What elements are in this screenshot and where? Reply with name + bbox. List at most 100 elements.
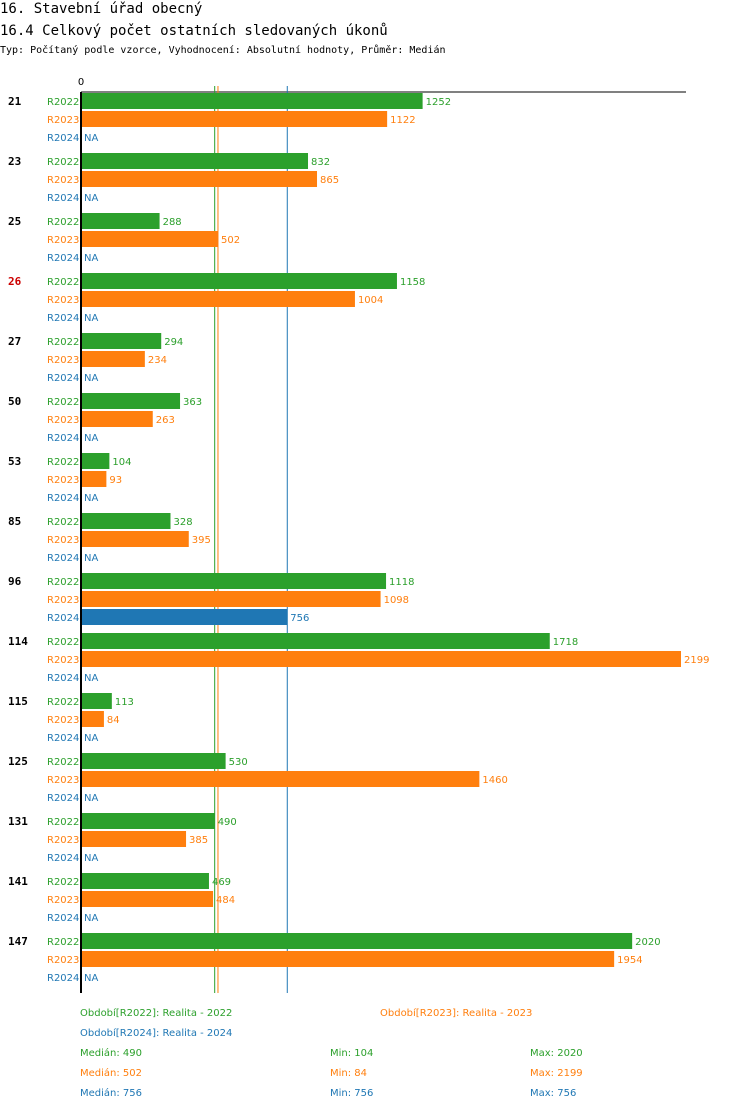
bar-r2022 — [81, 873, 209, 889]
series-label: R2022 — [47, 697, 79, 708]
series-label: R2023 — [47, 655, 79, 666]
category-label: 85 — [8, 515, 21, 528]
bar-value-label: 832 — [311, 157, 330, 168]
category-label: 147 — [8, 935, 28, 948]
bar-value-label: 395 — [192, 535, 211, 546]
series-label: R2024 — [47, 253, 79, 264]
bar-r2023 — [81, 231, 218, 247]
series-label: R2022 — [47, 277, 79, 288]
na-label: NA — [84, 313, 98, 324]
series-label: R2022 — [47, 817, 79, 828]
category-label: 27 — [8, 335, 21, 348]
bar-value-label: 234 — [148, 355, 167, 366]
series-label: R2022 — [47, 757, 79, 768]
series-label: R2023 — [47, 175, 79, 186]
bar-value-label: 1954 — [617, 955, 642, 966]
bar-value-label: 385 — [189, 835, 208, 846]
bar-r2022 — [81, 513, 171, 529]
bar-r2022 — [81, 393, 181, 409]
bar-r2023 — [81, 111, 388, 127]
axis-zero-label: 0 — [78, 77, 84, 88]
chart-type-description: Typ: Počítaný podle vzorce, Vyhodnocení:… — [0, 45, 446, 56]
series-label: R2023 — [47, 475, 79, 486]
series-label: R2023 — [47, 355, 79, 366]
category-label: 131 — [8, 815, 28, 828]
bar-value-label: 113 — [115, 697, 134, 708]
category-label: 96 — [8, 575, 22, 588]
series-label: R2022 — [47, 397, 79, 408]
na-label: NA — [84, 193, 98, 204]
bar-chart: 0 21 R2022 1252 R2023 1122 R2024 NA 23 R2022 832 R2… — [8, 77, 709, 993]
bar-r2023 — [81, 591, 381, 607]
chart-subtitle: 16.4 Celkový počet ostatních sledovaných… — [0, 23, 388, 39]
bar-value-label: 1460 — [482, 775, 507, 786]
bar-r2022 — [81, 693, 112, 709]
legend-r2022: Období[R2022]: Realita - 2022 — [80, 1008, 233, 1019]
bar-value-label: 1718 — [553, 637, 578, 648]
stat-min-r2023: Min: 84 — [330, 1068, 368, 1079]
bar-r2022 — [81, 213, 160, 229]
bar-value-label: 490 — [218, 817, 237, 828]
bar-r2023 — [81, 831, 187, 847]
stat-median-r2023: Medián: 502 — [80, 1068, 143, 1079]
bar-r2023 — [81, 291, 355, 307]
bar-r2022 — [81, 333, 162, 349]
na-label: NA — [84, 373, 98, 384]
series-label: R2022 — [47, 637, 79, 648]
bar-r2023 — [81, 951, 615, 967]
series-label: R2024 — [47, 313, 79, 324]
category-label: 125 — [8, 755, 28, 768]
bar-value-label: 1118 — [389, 577, 414, 588]
category-label: 25 — [8, 215, 21, 228]
bar-value-label: 363 — [183, 397, 202, 408]
bar-r2023 — [81, 471, 107, 487]
bar-value-label: 1252 — [426, 97, 451, 108]
bar-value-label: 294 — [164, 337, 183, 348]
bar-value-label: 288 — [163, 217, 182, 228]
bar-value-label: 756 — [290, 613, 309, 624]
bar-r2022 — [81, 273, 397, 289]
bar-r2022 — [81, 573, 387, 589]
page-title: 16. Stavební úřad obecný — [0, 1, 203, 17]
stat-min-r2022: Min: 104 — [330, 1048, 374, 1059]
bar-r2023 — [81, 411, 153, 427]
bar-r2022 — [81, 933, 633, 949]
na-label: NA — [84, 253, 98, 264]
bar-r2022 — [81, 453, 110, 469]
series-label: R2022 — [47, 517, 79, 528]
bar-value-label: 1004 — [358, 295, 383, 306]
bar-value-label: 484 — [216, 895, 235, 906]
series-label: R2022 — [47, 337, 79, 348]
series-label: R2023 — [47, 955, 79, 966]
bar-r2022 — [81, 753, 226, 769]
bar-r2023 — [81, 351, 145, 367]
series-label: R2024 — [47, 193, 79, 204]
series-label: R2023 — [47, 835, 79, 846]
legend-r2024: Období[R2024]: Realita - 2024 — [80, 1028, 233, 1039]
na-label: NA — [84, 493, 98, 504]
series-label: R2022 — [47, 577, 79, 588]
series-label: R2022 — [47, 217, 79, 228]
series-label: R2023 — [47, 775, 79, 786]
bar-value-label: 263 — [156, 415, 175, 426]
category-label: 21 — [8, 95, 22, 108]
bar-r2024 — [81, 609, 288, 625]
bar-value-label: 1158 — [400, 277, 425, 288]
series-label: R2024 — [47, 673, 79, 684]
bar-r2022 — [81, 93, 423, 109]
na-label: NA — [84, 853, 98, 864]
series-label: R2024 — [47, 793, 79, 804]
bar-value-label: 2020 — [635, 937, 660, 948]
series-label: R2022 — [47, 97, 79, 108]
series-label: R2024 — [47, 853, 79, 864]
series-label: R2023 — [47, 595, 79, 606]
series-label: R2022 — [47, 157, 79, 168]
bar-r2022 — [81, 813, 215, 829]
stat-max-r2022: Max: 2020 — [530, 1048, 583, 1059]
bar-r2022 — [81, 633, 550, 649]
legend-r2023: Období[R2023]: Realita - 2023 — [380, 1008, 533, 1019]
series-label: R2024 — [47, 493, 79, 504]
bar-r2023 — [81, 171, 318, 187]
na-label: NA — [84, 793, 98, 804]
category-label: 26 — [8, 275, 22, 288]
